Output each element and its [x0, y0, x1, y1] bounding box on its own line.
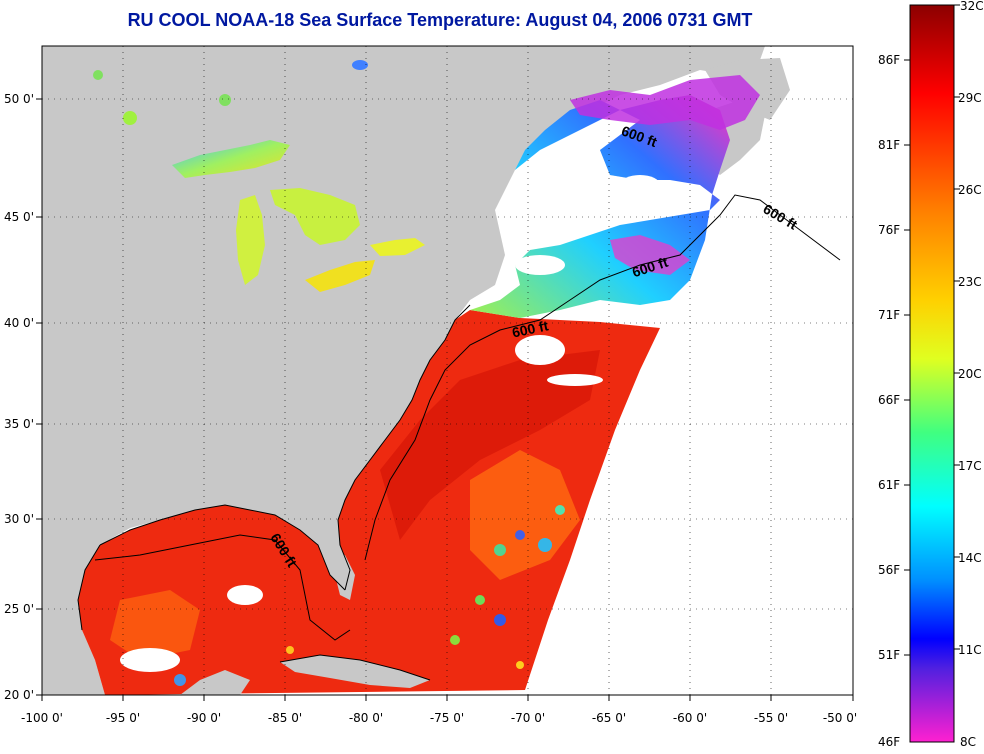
sst-orange-patch-2: [110, 590, 200, 660]
colorbar-c-label: 20C: [958, 367, 982, 381]
colorbar-c-label: 29C: [958, 91, 982, 105]
x-axis-labels: -100 0' -95 0' -90 0' -85 0' -80 0' -75 …: [21, 711, 857, 725]
colorbar-c-label: 17C: [958, 459, 982, 473]
colorbar-c-label: 32C: [960, 0, 984, 13]
colorbar-f-label: 86F: [878, 53, 900, 67]
x-tick-label: -65 0': [592, 711, 626, 725]
isobath-600ft: [94, 194, 841, 641]
colorbar: 86F 81F 76F 71F 66F 61F 56F 51F 46F 32C …: [878, 0, 984, 749]
colorbar-c-label: 11C: [958, 643, 982, 657]
sst-cool-speckles: [174, 505, 565, 686]
cloud-patch: [515, 335, 565, 365]
lake-small: [352, 60, 368, 70]
coastline: [77, 304, 471, 681]
x-tick-label: -55 0': [754, 711, 788, 725]
lake-small: [123, 111, 137, 125]
x-tick-label: -90 0': [187, 711, 221, 725]
y-tick-label: 20 0': [4, 688, 34, 702]
sst-gulf-stream: [380, 350, 600, 540]
lake-superior: [172, 140, 290, 178]
lake-huron: [270, 188, 360, 245]
x-tick-label: -100 0': [21, 711, 63, 725]
graticule: [42, 46, 853, 695]
colorbar-ticks: [904, 4, 960, 656]
colorbar-f-label: 56F: [878, 563, 900, 577]
y-tick-label: 30 0': [4, 512, 34, 526]
x-tick-label: -60 0': [673, 711, 707, 725]
colorbar-f-label: 71F: [878, 308, 900, 322]
great-lakes: [93, 60, 425, 292]
colorbar-f-label: 46F: [878, 735, 900, 749]
lake-ontario: [370, 238, 425, 256]
colorbar-c-label: 23C: [958, 275, 982, 289]
y-tick-label: 40 0': [4, 316, 34, 330]
land-yucatan: [180, 670, 250, 695]
y-tick-label: 35 0': [4, 417, 34, 431]
x-tick-label: -50 0': [823, 711, 857, 725]
y-tick-label: 25 0': [4, 602, 34, 616]
cloud-patch: [547, 374, 603, 386]
cloud-patch: [120, 648, 180, 672]
colorbar-c-label: 26C: [958, 183, 982, 197]
colorbar-f-label: 51F: [878, 648, 900, 662]
colorbar-c-label: 8C: [960, 735, 976, 749]
x-tick-label: -80 0': [349, 711, 383, 725]
lake-erie: [305, 260, 375, 292]
colorbar-f-label: 61F: [878, 478, 900, 492]
y-tick-label: 50 0': [4, 92, 34, 106]
sst-st-lawrence: [570, 75, 760, 130]
contour-label: 600 ft: [511, 317, 550, 340]
y-tick-label: 45 0': [4, 210, 34, 224]
land-cuba: [280, 655, 430, 688]
lake-small: [219, 94, 231, 106]
axis-ticks: [36, 98, 854, 701]
x-tick-label: -85 0': [268, 711, 302, 725]
map-title: RU COOL NOAA-18 Sea Surface Temperature:…: [127, 10, 753, 30]
cloud-patch: [620, 175, 660, 195]
x-tick-label: -95 0': [106, 711, 140, 725]
sst-gulf-maine-magenta: [610, 235, 690, 275]
x-tick-label: -75 0': [430, 711, 464, 725]
y-axis-labels: 50 0' 45 0' 40 0' 35 0' 30 0' 25 0' 20 0…: [4, 92, 34, 702]
lake-small: [93, 70, 103, 80]
land-north-america: [42, 46, 765, 695]
colorbar-c-label: 14C: [958, 551, 982, 565]
colorbar-f-label: 66F: [878, 393, 900, 407]
colorbar-gradient: [909, 4, 955, 743]
colorbar-f-label: 76F: [878, 223, 900, 237]
x-tick-label: -70 0': [511, 711, 545, 725]
colorbar-f-label: 81F: [878, 138, 900, 152]
cloud-patch: [515, 255, 565, 275]
lake-michigan: [236, 195, 265, 285]
cloud-patch: [227, 585, 263, 605]
